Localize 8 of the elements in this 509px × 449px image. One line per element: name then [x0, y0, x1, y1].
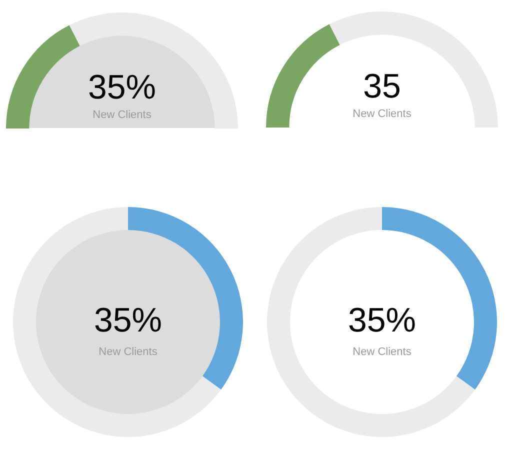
text: New Clients: [352, 346, 412, 358]
text: 35%: [94, 301, 162, 340]
text: 35%: [88, 68, 156, 106]
text: New Clients: [352, 108, 412, 120]
text: New Clients: [98, 346, 158, 358]
text: 35: [363, 67, 401, 106]
text: 35%: [348, 301, 416, 340]
text: New Clients: [92, 109, 152, 122]
